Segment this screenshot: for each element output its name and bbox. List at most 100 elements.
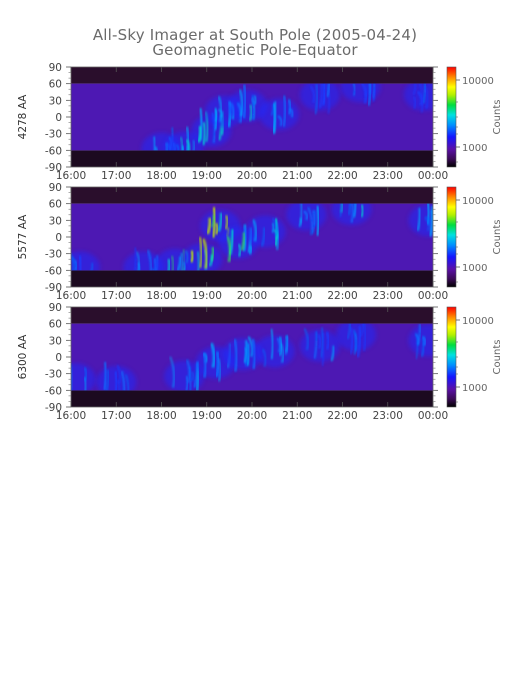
panel-3-x-tick-label: 18:00 [146, 410, 176, 422]
panel-3-emission-streak [66, 366, 69, 389]
panel-3-y-tick-label: 0 [55, 352, 62, 364]
panel-3-emission-streak [415, 334, 419, 360]
panel-3-colorbar-tick-label: 10000 [462, 316, 494, 327]
panel-1-emission-glow [227, 89, 268, 122]
panel-3-emission-streak [185, 375, 189, 391]
panel-1-y-tick-label: -30 [45, 129, 62, 141]
panel-3-emission-streak [352, 329, 357, 355]
panel-2-emission-streak [181, 252, 183, 271]
panel-2-emission-streak [135, 251, 140, 271]
panel-2-emission-streak [78, 255, 83, 271]
panel-1-colorbar-label: Counts [492, 100, 503, 135]
panel-3-x-tick-label: 17:00 [101, 410, 131, 422]
panel-3-emission-streak [244, 342, 249, 366]
panel-3-y-tick-label: 60 [49, 319, 62, 331]
panel-1-emission-streak [251, 94, 255, 120]
panel-3-emission-streak [363, 323, 367, 352]
panel-3-y-tick-label: -30 [45, 369, 62, 381]
panel-2-emission-streak [171, 255, 174, 271]
panel-1-emission-streak [422, 83, 427, 104]
panel-3-emission-glow [408, 324, 433, 357]
panel-1-colorbar: 10000 1000 Counts [446, 66, 503, 168]
panel-1-emission-streak [181, 145, 185, 151]
panel-1-emission-streak [154, 146, 158, 151]
panel-1-emission-streak [248, 104, 253, 122]
panel-2-emission-streak [272, 218, 278, 237]
panel-1-colorbar-tick-label: 1000 [462, 143, 487, 154]
panel-1-emission-streak [372, 83, 377, 102]
panel-3-emission-streak [116, 379, 121, 391]
panel-2-emission-streak [67, 257, 69, 269]
panel-2-emission-streak [206, 217, 212, 235]
panel-2-emission-streak [71, 253, 75, 271]
panel-2-emission-streak [425, 215, 431, 226]
panel-1-emission-streak [361, 83, 368, 104]
panel-2-colorbar-label: Counts [492, 220, 503, 255]
panel-1-colorbar-tick-label: 10000 [462, 76, 494, 87]
panel-2-emission-streak [339, 203, 343, 217]
panel-2-emission-streak [210, 214, 216, 228]
panel-3-emission-streak [421, 335, 427, 347]
panel-1-emission-streak [322, 83, 327, 105]
panel-2-emission-streak [202, 238, 208, 269]
panel-3-emission-streak [233, 338, 238, 372]
panel-1-y-tick-label: 60 [49, 79, 62, 91]
panel-3-emission-streak [435, 324, 438, 341]
chart-subtitle: Geomagnetic Pole-Equator [152, 41, 358, 59]
panel-3-emission-streak [102, 361, 108, 391]
panel-3-emission-streak [125, 374, 130, 391]
panel-1-colorbar-gradient [446, 66, 457, 168]
panel-1-emission-streak [325, 84, 331, 114]
panel-2-emission-streak [242, 224, 248, 252]
panel-1-emission-streak [217, 95, 223, 123]
panel-1-y-tick-label: -60 [45, 145, 62, 157]
panel-3-emission-streak [317, 334, 322, 350]
panel-2-emission-streak [176, 256, 182, 271]
panel-1-emission-streak [185, 126, 190, 151]
panel-1-y-tick-label: -90 [45, 162, 62, 174]
panel-1-x-tick-label: 23:00 [373, 170, 403, 182]
panel-3-colorbar-gradient [446, 306, 457, 408]
panel-2-y-tick-label: 60 [49, 199, 62, 211]
panel-3-emission-streak [247, 336, 254, 357]
panel-1-emission-streak [288, 107, 294, 119]
panel-2-emission-streak [198, 236, 203, 268]
panel-2-emission-streak [211, 207, 217, 238]
panel-1-emission-streak [217, 108, 223, 118]
panel-3-emission-streak [354, 332, 358, 352]
panel-3-emission-streak [105, 369, 110, 391]
panel-3-colorbar-tick-label: 1000 [462, 383, 487, 394]
panel-3-emission-streak [325, 331, 330, 350]
panel-1-emission-streak [202, 122, 206, 146]
panel-1-emission-streak [277, 114, 283, 127]
panel-2-emission-streak [151, 267, 155, 271]
panel-2-emission-streak [261, 227, 266, 247]
panel-2-y-tick-label: 90 [49, 182, 62, 194]
panel-2-emission-streak [271, 222, 275, 234]
panel-1-emission-streak [185, 139, 191, 151]
panel-2-emission-streak [360, 204, 365, 218]
panel-2-channel-label: 5577 AA [17, 214, 29, 260]
panel-2-emission-streak [350, 203, 354, 224]
panel-2-emission-streak [348, 203, 352, 216]
panel-3-x-tick-label: 23:00 [373, 410, 403, 422]
panel-2-emission-streak [353, 203, 357, 219]
panel-1-emission-streak [287, 98, 292, 115]
panel-3-channel-label: 6300 AA [17, 334, 29, 380]
panel-2-x-tick-label: 18:00 [146, 290, 176, 302]
panel-1-emission-streak [192, 139, 195, 151]
panel-1-emission-streak [325, 83, 331, 98]
panel-1-emission-streak [309, 85, 316, 104]
panel-1-emission-streak [270, 104, 275, 116]
panel-3-x-tick-label: 00:00 [418, 410, 448, 422]
panel-3-emission-streak [330, 345, 335, 362]
panel-2-x-tick-label: 22:00 [327, 290, 357, 302]
panel-2-emission-streak [134, 247, 137, 271]
panel-3-emission-streak [356, 325, 362, 358]
panel-2-emission-streak [424, 216, 430, 232]
panel-3-emission-streak [71, 363, 73, 391]
panel-3-emission-streak [349, 327, 354, 355]
